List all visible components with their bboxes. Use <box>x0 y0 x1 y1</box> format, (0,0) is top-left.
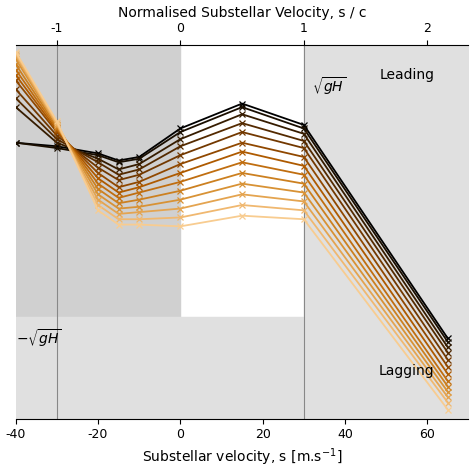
X-axis label: Normalised Substellar Velocity, s / c: Normalised Substellar Velocity, s / c <box>118 6 366 19</box>
X-axis label: Substellar velocity, s [m.s$^{-1}$]: Substellar velocity, s [m.s$^{-1}$] <box>142 447 342 468</box>
Text: $\sqrt{gH}$: $\sqrt{gH}$ <box>312 75 346 97</box>
Text: $-\sqrt{gH}$: $-\sqrt{gH}$ <box>16 328 62 349</box>
Text: Lagging: Lagging <box>379 364 435 377</box>
Text: Leading: Leading <box>379 68 434 82</box>
